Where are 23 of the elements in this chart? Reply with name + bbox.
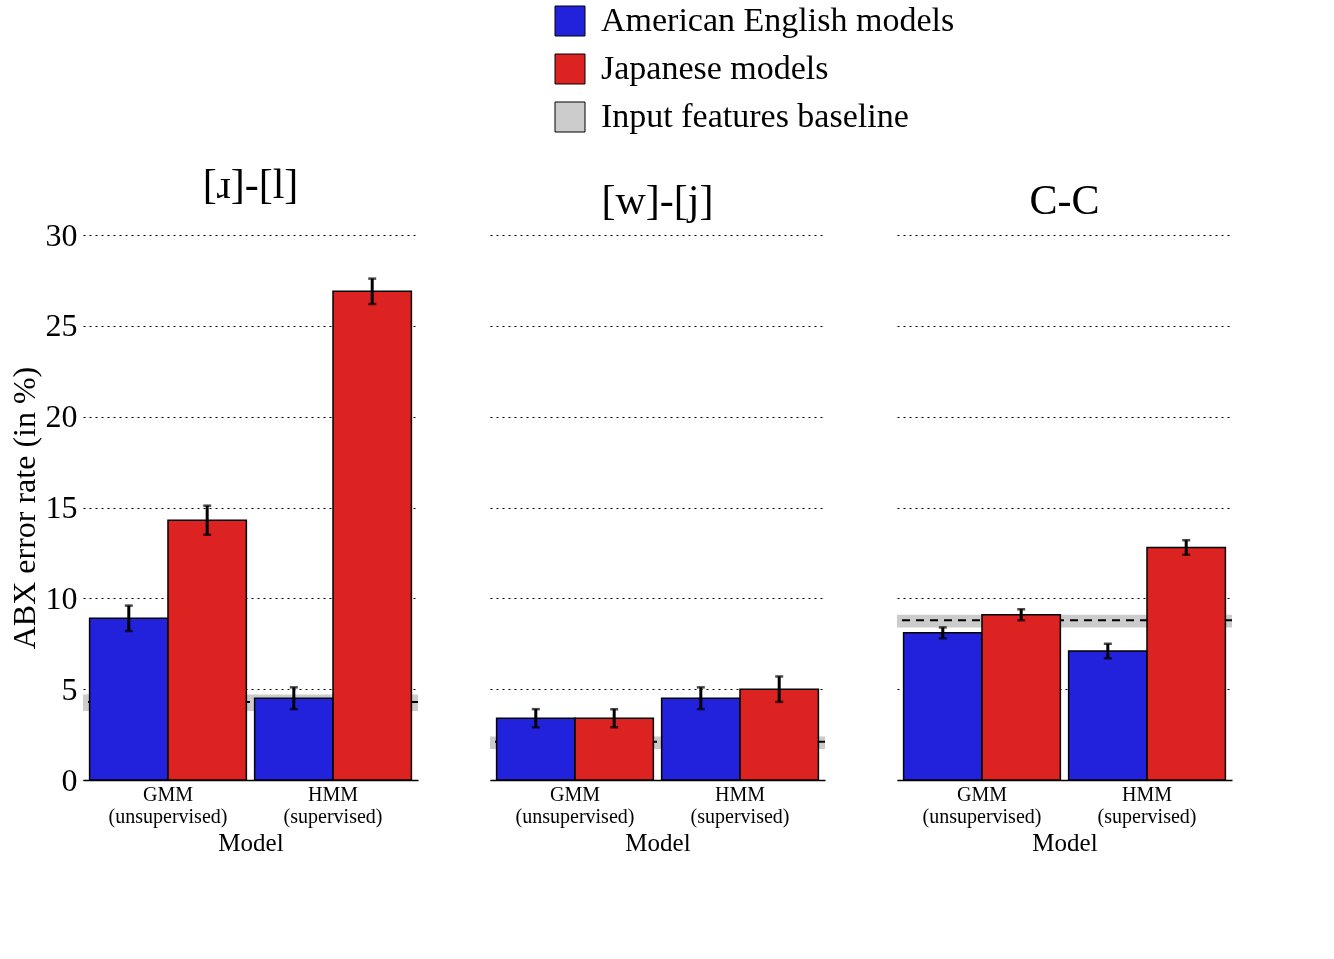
- x-axis-title: Model: [1032, 828, 1098, 856]
- chart-title: [w]-[j]: [601, 177, 714, 223]
- y-tick-label: 15: [45, 489, 78, 525]
- y-tick-label: 10: [45, 579, 78, 616]
- y-tick-label: 30: [45, 216, 78, 253]
- chart-title: [ɹ]-[l]: [202, 161, 299, 207]
- y-tick-label: 20: [45, 398, 78, 435]
- x-tick-label: GMM (unsupervised): [922, 782, 1042, 828]
- y-tick-label: 5: [61, 670, 78, 707]
- chart-title: C-C: [1029, 177, 1100, 223]
- x-tick-label: HMM (supervised): [1097, 782, 1197, 828]
- y-axis-title: ABX error rate (in %): [5, 366, 42, 650]
- legend-label: Input features baseline: [601, 97, 909, 134]
- x-tick-label: GMM (unsupervised): [515, 782, 635, 828]
- y-tick-label: 25: [45, 307, 78, 344]
- x-tick-label: HMM (supervised): [283, 782, 383, 828]
- x-tick-label: GMM (unsupervised): [108, 782, 228, 828]
- x-axis-title: Model: [625, 828, 691, 856]
- x-tick-label: HMM (supervised): [690, 782, 790, 828]
- x-axis-title: Model: [218, 828, 284, 856]
- y-tick-label: 0: [61, 761, 78, 798]
- legend-label: American English models: [601, 1, 955, 38]
- legend-label: Japanese models: [601, 49, 829, 86]
